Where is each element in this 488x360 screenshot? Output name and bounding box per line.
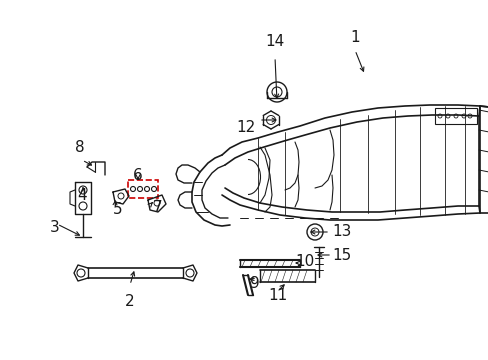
Text: 13: 13 xyxy=(332,225,351,239)
Text: 8: 8 xyxy=(75,140,84,156)
Text: 3: 3 xyxy=(50,220,60,235)
Bar xyxy=(128,180,158,198)
Text: 10: 10 xyxy=(295,255,314,270)
Text: 7: 7 xyxy=(153,199,163,215)
Text: 12: 12 xyxy=(236,121,255,135)
Bar xyxy=(434,108,476,124)
Text: 14: 14 xyxy=(265,35,284,49)
Text: 6: 6 xyxy=(133,167,142,183)
Text: 9: 9 xyxy=(250,275,259,291)
Text: 5: 5 xyxy=(113,202,122,217)
Text: 1: 1 xyxy=(349,31,359,45)
Text: 2: 2 xyxy=(125,294,135,310)
Text: 11: 11 xyxy=(268,288,287,302)
Text: 15: 15 xyxy=(332,248,351,262)
Text: 4: 4 xyxy=(77,188,87,202)
